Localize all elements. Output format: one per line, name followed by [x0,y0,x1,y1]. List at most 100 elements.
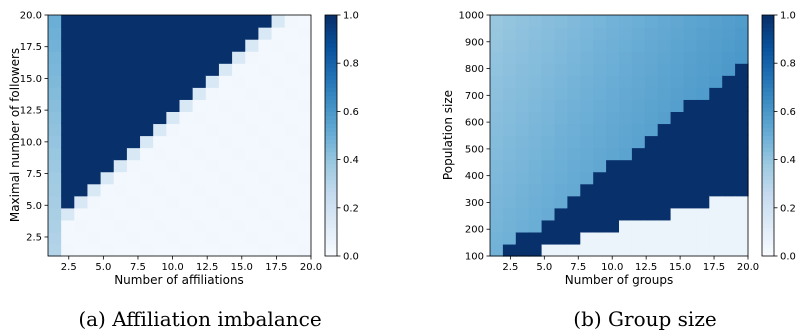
heatmap-cell [528,183,543,197]
x-tick-label: 5.0 [536,262,552,273]
colorbar-segment [325,235,337,241]
heatmap-cell [567,63,581,76]
heatmap-cell [567,15,581,28]
heatmap-cell [218,159,233,173]
heatmap-b-xlabel: Number of groups [565,273,674,287]
heatmap-cell [657,99,672,112]
heatmap-cell [271,183,286,197]
heatmap-cell [619,219,633,233]
heatmap-cell [205,99,220,112]
heatmap-cell [113,171,128,185]
heatmap-cell [205,27,220,40]
heatmap-cell [593,15,607,28]
heatmap-cell [709,27,723,40]
heatmap-cell [153,219,167,233]
heatmap-cell [258,75,273,88]
heatmap-cell [140,51,154,64]
heatmap-cell [528,123,543,137]
heatmap-cell [696,159,710,173]
heatmap-cell [258,111,273,125]
heatmap-cell [48,135,62,149]
heatmap-cell [567,27,581,40]
colorbar-segment [762,183,774,189]
heatmap-cell [140,231,154,245]
heatmap-cell [631,123,646,137]
colorbar-segment [762,251,774,257]
heatmap-cell [644,219,659,233]
heatmap-cell [515,135,530,149]
heatmap-cell [490,159,504,173]
x-tick-label: 17.5 [265,262,287,273]
heatmap-cell [87,39,102,52]
heatmap-cell [515,111,530,125]
heatmap-cell [644,159,659,173]
heatmap-cell [657,207,672,221]
heatmap-cell [709,63,723,76]
heatmap-cell [541,15,556,28]
heatmap-cell [192,243,207,257]
heatmap-cell [515,39,530,52]
heatmap-cell [100,27,115,40]
heatmap-cell [297,243,312,257]
heatmap-cell [179,63,194,76]
heatmap-cell [580,63,594,76]
heatmap-cell [735,39,749,52]
heatmap-cell [541,63,556,76]
colorbar-segment [325,39,337,44]
heatmap-cell [515,75,530,88]
colorbar-segment [325,211,337,217]
colorbar-segment [762,39,774,44]
heatmap-cell [179,99,194,112]
heatmap-cell [490,123,504,137]
heatmap-cell [683,195,697,209]
x-tick-label: 15.0 [231,262,253,273]
heatmap-cell [502,159,517,173]
heatmap-cell [271,99,286,112]
heatmap-cell [100,87,115,100]
heatmap-cell [179,183,194,197]
heatmap-cell [245,15,259,28]
heatmap-cell [113,99,128,112]
colorbar-segment [762,203,774,209]
heatmap-cell [490,207,504,221]
heatmap-cell [271,207,286,221]
heatmap-cell [48,51,62,64]
heatmap-cell [297,171,312,185]
heatmap-cell [232,51,246,64]
heatmap-cell [541,87,556,100]
heatmap-cell [683,27,697,40]
heatmap-cell [515,171,530,185]
heatmap-cell [245,243,259,257]
heatmap-cell [631,111,646,125]
colorbar-segment [762,135,774,141]
colorbar-segment [762,179,774,185]
heatmap-cell [631,75,646,88]
heatmap-cell [515,147,530,161]
heatmap-cell [179,135,194,149]
colorbar-segment [325,203,337,209]
heatmap-cell [554,207,568,221]
heatmap-cell [232,27,246,40]
colorbar-segment [325,179,337,185]
heatmap-cell [670,171,685,185]
heatmap-cell [100,231,115,245]
heatmap-cell [140,75,154,88]
heatmap-cell [113,159,128,173]
heatmap-cell [683,231,697,245]
colorbar-segment [762,43,774,48]
heatmap-cell [113,63,128,76]
heatmap-cell [245,63,259,76]
heatmap-cell [245,39,259,52]
heatmap-cell [232,75,246,88]
heatmap-cell [126,51,141,64]
heatmap-cell [696,135,710,149]
heatmap-cell [218,75,233,88]
heatmap-cell [271,111,286,125]
colorbar-segment [325,91,337,96]
colorbar-segment [325,215,337,221]
heatmap-cell [271,51,286,64]
colorbar-segment [325,63,337,68]
heatmap-cell [284,231,299,245]
colorbar-segment [762,47,774,52]
